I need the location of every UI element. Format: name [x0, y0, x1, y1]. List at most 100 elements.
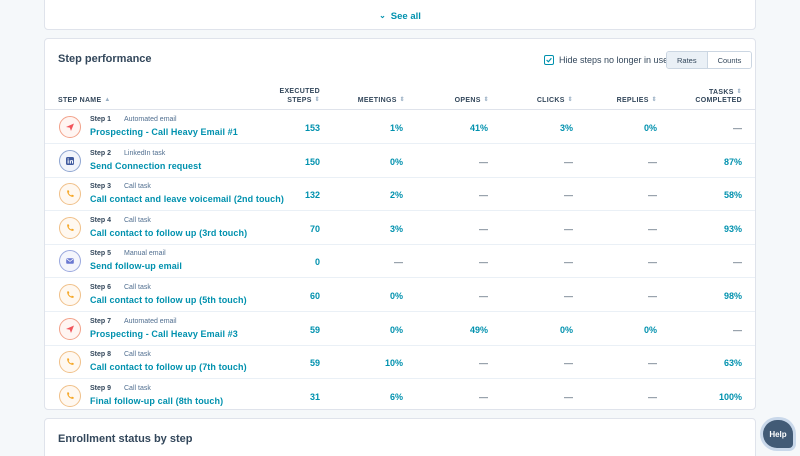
cell-opens: —	[479, 257, 488, 268]
cell-tasks[interactable]: 93%	[723, 223, 742, 234]
cell-meetings[interactable]: 6%	[389, 391, 403, 402]
rates-button[interactable]: Rates	[667, 52, 708, 68]
step-type: Automated email	[124, 116, 177, 123]
step-type: LinkedIn task	[124, 149, 166, 157]
step-name-link[interactable]: Send follow-up email	[90, 261, 183, 272]
cell-replies: —	[648, 257, 657, 268]
help-button[interactable]: Help	[763, 420, 793, 448]
cell-executed[interactable]: 59	[309, 358, 320, 369]
cell-tasks: —	[733, 123, 742, 133]
step-type: Call task	[124, 384, 151, 392]
hide-steps-checkbox[interactable]	[544, 55, 554, 65]
cell-executed[interactable]: 150	[304, 156, 320, 167]
step-number: Step 5	[90, 250, 112, 258]
hide-steps-toggle[interactable]: Hide steps no longer in use	[544, 55, 668, 65]
step-name-link[interactable]: Call contact and leave voicemail (2nd to…	[90, 194, 284, 205]
cell-tasks[interactable]: 87%	[723, 156, 742, 167]
cell-replies: —	[648, 391, 657, 402]
step-number: Step 7	[90, 317, 112, 325]
column-header-meetings[interactable]: MEETINGS ⇕	[357, 97, 405, 104]
sort-icon: ⇕	[399, 97, 405, 103]
cell-executed[interactable]: 31	[309, 391, 320, 402]
step-name-link[interactable]: Call contact to follow up (5th touch)	[90, 295, 247, 305]
cell-replies: —	[648, 190, 657, 201]
step-name-link[interactable]: Final follow-up call (8th touch)	[90, 395, 224, 406]
step-name-link[interactable]: Call contact to follow up (3rd touch)	[90, 227, 248, 238]
envelope-icon	[59, 250, 81, 273]
table-row: Step 2 LinkedIn task Send Connection reque…	[45, 144, 755, 178]
table-row: Step 4 Call task Call contact to follow up…	[45, 211, 755, 245]
cell-executed[interactable]: 153	[304, 123, 320, 133]
cell-meetings[interactable]: 2%	[389, 190, 403, 201]
step-type: Call task	[124, 351, 151, 359]
step-number: Step 2	[90, 149, 112, 157]
step-name-link[interactable]: Send Connection request	[90, 160, 202, 171]
column-header-step-name[interactable]: STEP NAME ▲	[58, 97, 111, 104]
cell-meetings[interactable]: 0%	[389, 156, 403, 167]
column-header-replies[interactable]: REPLIES ⇕	[616, 97, 657, 104]
linkedin-icon	[59, 149, 81, 172]
section-title: Enrollment status by step	[58, 433, 193, 445]
step-type: Call task	[124, 284, 151, 291]
step-number: Step 6	[90, 284, 112, 291]
cell-replies[interactable]: 0%	[643, 123, 657, 133]
sort-icon: ⇕	[736, 89, 742, 95]
cell-tasks[interactable]: 58%	[723, 190, 742, 201]
cell-clicks[interactable]: 3%	[559, 123, 573, 133]
cell-opens: —	[479, 156, 488, 167]
cell-executed[interactable]: 132	[304, 190, 320, 201]
phone-icon	[59, 183, 81, 206]
column-header-tasks-completed[interactable]: TASKS ⇕ COMPLETED	[695, 89, 742, 104]
cell-opens[interactable]: 41%	[469, 123, 488, 133]
cell-opens: —	[479, 358, 488, 369]
cell-clicks[interactable]: 0%	[559, 324, 573, 335]
cell-replies[interactable]: 0%	[643, 324, 657, 335]
sort-asc-icon: ▲	[104, 97, 111, 103]
cell-clicks: —	[564, 223, 573, 234]
section-title: Step performance	[58, 53, 152, 65]
cell-executed[interactable]: 59	[309, 324, 320, 335]
cell-meetings[interactable]: 1%	[389, 123, 403, 133]
table-row: Step 7 Automated email Prospecting - Call …	[45, 312, 755, 346]
cell-executed[interactable]: 0	[314, 257, 320, 268]
step-name-link[interactable]: Prospecting - Call Heavy Email #1	[90, 127, 238, 137]
column-header-clicks[interactable]: CLICKS ⇕	[536, 97, 573, 104]
cell-tasks[interactable]: 63%	[723, 358, 742, 369]
step-type: Manual email	[124, 250, 166, 258]
cell-executed[interactable]: 70	[309, 223, 320, 234]
step-name-link[interactable]: Prospecting - Call Heavy Email #3	[90, 328, 238, 339]
step-number: Step 3	[90, 183, 112, 191]
step-name-link[interactable]: Call contact to follow up (7th touch)	[90, 362, 247, 373]
cell-tasks[interactable]: 100%	[718, 391, 742, 402]
see-all-link[interactable]: ⌄ See all	[45, 11, 755, 22]
table-row: Step 3 Call task Call contact and leave vo…	[45, 177, 755, 212]
cell-clicks: —	[564, 291, 573, 301]
column-header-executed[interactable]: EXECUTED STEPS ⇕	[279, 88, 320, 104]
counts-button[interactable]: Counts	[707, 52, 752, 68]
cell-meetings[interactable]: 3%	[389, 223, 403, 234]
sort-icon: ⇕	[314, 97, 320, 103]
email-send-icon	[59, 116, 81, 138]
cell-clicks: —	[564, 190, 573, 201]
cell-tasks[interactable]: 98%	[723, 291, 742, 301]
table-row: Step 5 Manual email Send follow-up email 0 —…	[45, 244, 755, 279]
step-performance-card: Step performance Hide steps no longer in…	[44, 38, 756, 410]
sort-icon: ⇕	[567, 97, 573, 103]
cell-opens[interactable]: 49%	[469, 324, 488, 335]
cell-replies: —	[648, 291, 657, 301]
enrollment-card: Enrollment status by step	[44, 418, 756, 456]
chevron-down-icon: ⌄	[379, 11, 386, 20]
cell-executed[interactable]: 60	[309, 291, 320, 301]
cell-meetings[interactable]: 0%	[389, 291, 403, 301]
cell-meetings[interactable]: 0%	[389, 324, 403, 335]
table-row: Step 6 Call task Call contact to follow up…	[45, 278, 755, 312]
table-row: Step 8 Call task Call contact to follow up…	[45, 345, 755, 380]
cell-opens: —	[479, 223, 488, 234]
cell-replies: —	[648, 156, 657, 167]
cell-meetings[interactable]: 10%	[384, 358, 403, 369]
cell-opens: —	[479, 391, 488, 402]
column-header-opens[interactable]: OPENS ⇕	[454, 97, 489, 104]
email-send-icon	[59, 317, 81, 340]
top-card: ⌄ See all	[44, 0, 756, 30]
step-type: Call task	[124, 216, 151, 224]
